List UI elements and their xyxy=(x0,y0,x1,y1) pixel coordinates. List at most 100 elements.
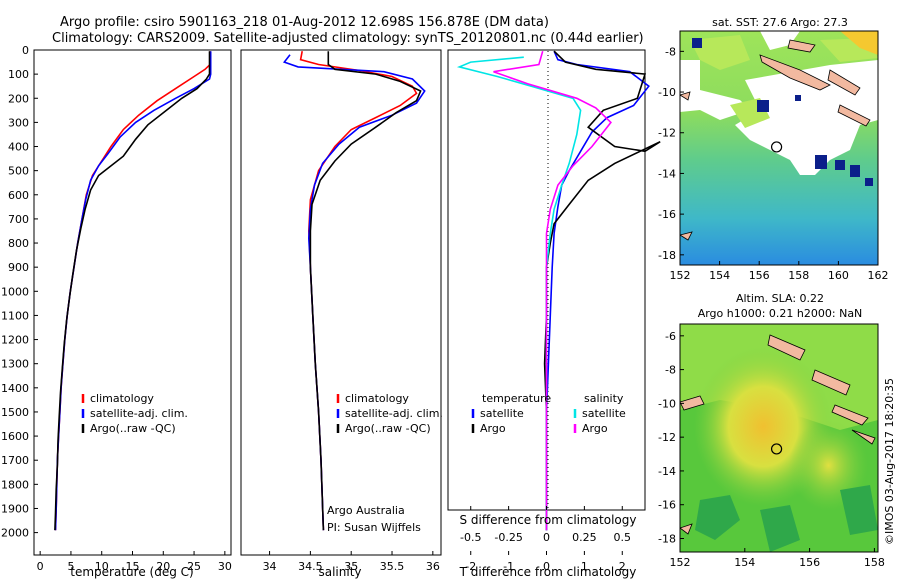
temperature-x-tick-label: 0 xyxy=(37,560,44,573)
s-difference-xlabel: S difference from climatology xyxy=(460,513,637,527)
series-line-s-satellite xyxy=(456,56,582,531)
depth-tick-label: 1600 xyxy=(1,430,29,443)
sla-islands xyxy=(680,334,876,535)
s-difference-x-tick-label: -0.25 xyxy=(494,531,522,544)
series-line-argo-raw-qc xyxy=(309,51,422,531)
s-difference-x-tick-label: 0.25 xyxy=(572,531,597,544)
map-lat-tick-label: -16 xyxy=(658,499,676,512)
depth-tick-label: 1900 xyxy=(1,502,29,515)
map-lat-tick-label: -12 xyxy=(658,127,676,140)
sst-map-frame xyxy=(679,30,879,266)
temperature-x-tick-label: 5 xyxy=(67,560,74,573)
depth-tick-label: 900 xyxy=(8,261,29,274)
sla-map-panel: Altim. SLA: 0.22 Argo h1000: 0.21 h2000:… xyxy=(658,292,885,569)
series-line-s-argo xyxy=(493,50,612,531)
depth-tick-label: 1700 xyxy=(1,454,29,467)
depth-tick-label: 1500 xyxy=(1,406,29,419)
salinity-legend-label: climatology xyxy=(345,392,409,405)
map-lat-tick-label: -8 xyxy=(665,364,676,377)
depth-tick-label: 300 xyxy=(8,116,29,129)
depth-tick-label: 0 xyxy=(22,44,29,57)
sst-patches xyxy=(690,35,878,128)
sst-map-title: sat. SST: 27.6 Argo: 27.3 xyxy=(712,16,848,29)
salinity-legend-label: Argo(..raw -QC) xyxy=(345,422,431,435)
series-line-t-satellite xyxy=(545,50,650,531)
map-lat-tick-label: -16 xyxy=(658,208,676,221)
depth-tick-label: 1000 xyxy=(1,285,29,298)
map-lat-tick-label: -14 xyxy=(658,167,676,180)
depth-tick-label: 1800 xyxy=(1,478,29,491)
t-difference-legend-label: Argo xyxy=(480,422,506,435)
map-lon-tick-label: 158 xyxy=(788,269,809,282)
salinity-x-tick-label: 36 xyxy=(426,560,440,573)
map-lat-tick-label: -6 xyxy=(665,330,676,343)
map-lat-tick-label: -14 xyxy=(658,465,676,478)
depth-tick-label: 1200 xyxy=(1,334,29,347)
depth-tick-label: 2000 xyxy=(1,527,29,540)
map-lat-tick-label: -18 xyxy=(658,249,676,262)
map-lon-tick-label: 160 xyxy=(828,269,849,282)
imos-timestamp: ©IMOS 03-Aug-2017 18:20:35 xyxy=(883,378,896,545)
t-difference-xlabel: T difference from climatology xyxy=(459,565,637,579)
salinity-plot-frame xyxy=(240,49,442,556)
map-lat-tick-label: -10 xyxy=(658,86,676,99)
series-line-argo-raw-qc xyxy=(54,51,211,531)
t-difference-x-tick-label: -1 xyxy=(503,560,514,573)
t-difference-x-tick-label: 0 xyxy=(543,560,550,573)
t-difference-legend-label: satellite xyxy=(480,407,524,420)
salinity-x-tick-label: 34.5 xyxy=(298,560,323,573)
series-line-satellite-adj-clim xyxy=(282,54,426,531)
depth-tick-label: 800 xyxy=(8,237,29,250)
temperature-x-tick-label: 30 xyxy=(218,560,232,573)
depth-tick-label: 100 xyxy=(8,68,29,81)
series-line-climatology xyxy=(54,51,211,531)
map-lat-tick-label: -8 xyxy=(665,45,676,58)
depth-tick-label: 700 xyxy=(8,213,29,226)
depth-tick-label: 400 xyxy=(8,141,29,154)
map-lon-tick-label: 158 xyxy=(864,556,885,569)
map-lon-tick-label: 152 xyxy=(670,556,691,569)
salinity-xlabel: salinity xyxy=(318,565,361,579)
map-lon-tick-label: 156 xyxy=(749,269,770,282)
temperature-panel: 0 5 10 15 20 25 300100200300400500600700800900… xyxy=(1,44,232,579)
argo-location-marker xyxy=(770,443,783,455)
header-line1: Argo profile: csiro 5901163_218 01-Aug-2… xyxy=(60,15,549,30)
depth-tick-label: 1100 xyxy=(1,309,29,322)
salinity-legend-label: satellite-adj. clim. xyxy=(345,407,443,420)
map-lat-tick-label: -18 xyxy=(658,532,676,545)
t-legend-title: temperature xyxy=(482,392,551,405)
salinity-x-tick-label: 35.5 xyxy=(380,560,405,573)
map-lon-tick-label: 154 xyxy=(734,556,755,569)
depth-tick-label: 1300 xyxy=(1,358,29,371)
map-lon-tick-label: 152 xyxy=(670,269,691,282)
salinity-annotation-line2: PI: Susan Wijffels xyxy=(327,521,421,534)
series-line-satellite-adj-clim xyxy=(54,51,212,531)
sla-map-frame xyxy=(679,323,879,553)
s-difference-legend-label: satellite xyxy=(582,407,626,420)
t-difference-x-tick-label: 1 xyxy=(581,560,588,573)
sst-cloud-mask xyxy=(680,31,878,175)
sla-map-title: Altim. SLA: 0.22 xyxy=(736,292,824,305)
temperature-legend-label: Argo(..raw -QC) xyxy=(90,422,176,435)
map-lon-tick-label: 156 xyxy=(799,556,820,569)
sst-warm-corner xyxy=(840,31,878,55)
map-lon-tick-label: 162 xyxy=(868,269,889,282)
series-line-climatology xyxy=(299,51,418,531)
sla-map-subtitle: Argo h1000: 0.21 h2000: NaN xyxy=(698,307,863,320)
sla-low-patches xyxy=(695,485,878,552)
s-legend-title: salinity xyxy=(584,392,624,405)
temperature-x-tick-label: 25 xyxy=(187,560,201,573)
salinity-panel: 34 34.5 35 35.5 36 salinity climatology satel… xyxy=(240,49,443,579)
temperature-x-tick-label: 20 xyxy=(156,560,170,573)
map-lat-tick-label: -10 xyxy=(658,397,676,410)
map-lat-tick-label: -12 xyxy=(658,431,676,444)
temperature-xlabel: temperature (deg C) xyxy=(70,565,193,579)
depth-tick-label: 500 xyxy=(8,165,29,178)
header-line2: Climatology: CARS2009. Satellite-adjuste… xyxy=(52,31,644,46)
salinity-x-tick-label: 35 xyxy=(344,560,358,573)
t-difference-x-tick-label: 2 xyxy=(619,560,626,573)
salinity-x-tick-label: 34 xyxy=(263,560,277,573)
depth-tick-label: 1400 xyxy=(1,382,29,395)
temperature-legend-label: climatology xyxy=(90,392,154,405)
